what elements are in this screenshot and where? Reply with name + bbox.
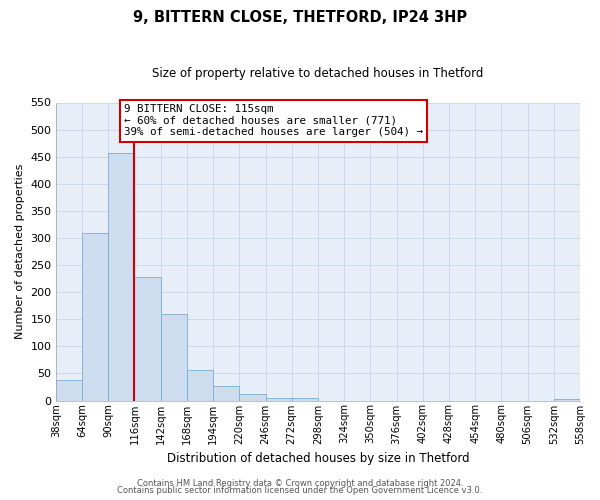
Bar: [108, 153, 134, 400]
Text: 9 BITTERN CLOSE: 115sqm
← 60% of detached houses are smaller (771)
39% of semi-d: 9 BITTERN CLOSE: 115sqm ← 60% of detache…: [124, 104, 423, 137]
Bar: [554, 399, 580, 400]
Title: Size of property relative to detached houses in Thetford: Size of property relative to detached ho…: [152, 68, 484, 80]
Bar: [266, 398, 292, 400]
Text: 9, BITTERN CLOSE, THETFORD, IP24 3HP: 9, BITTERN CLOSE, THETFORD, IP24 3HP: [133, 10, 467, 25]
Bar: [82, 232, 108, 400]
Y-axis label: Number of detached properties: Number of detached properties: [15, 164, 25, 339]
Text: Contains HM Land Registry data © Crown copyright and database right 2024.: Contains HM Land Registry data © Crown c…: [137, 478, 463, 488]
Bar: [161, 314, 187, 400]
Bar: [213, 386, 239, 400]
Bar: [56, 380, 82, 400]
Bar: [292, 398, 318, 400]
Bar: [239, 394, 266, 400]
Text: Contains public sector information licensed under the Open Government Licence v3: Contains public sector information licen…: [118, 486, 482, 495]
Bar: [187, 370, 213, 400]
X-axis label: Distribution of detached houses by size in Thetford: Distribution of detached houses by size …: [167, 452, 469, 465]
Bar: [134, 277, 161, 400]
